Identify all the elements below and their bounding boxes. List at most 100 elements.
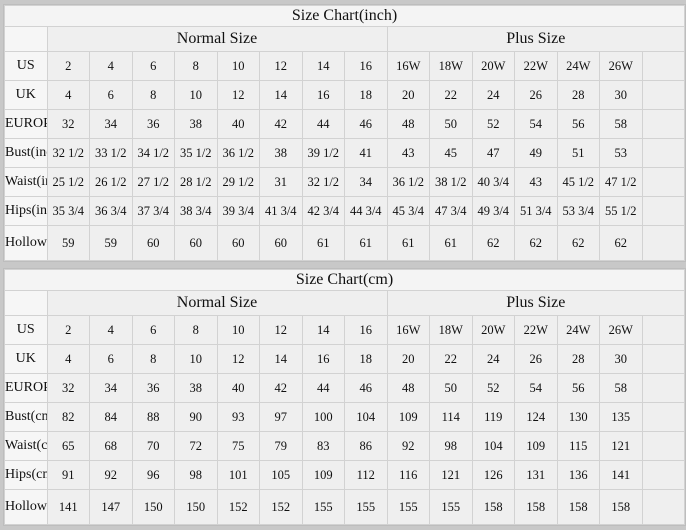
plus-size-cell: 30 — [599, 344, 643, 374]
plus-size-header: Plus Size — [386, 26, 685, 52]
plus-size-cell: 130 — [556, 402, 600, 432]
plus-size-cell: 115 — [556, 431, 600, 461]
plus-size-cell: 26 — [514, 344, 558, 374]
normal-size-header: Normal Size — [46, 26, 388, 52]
normal-size-cell: 68 — [89, 431, 133, 461]
empty-cell — [641, 460, 685, 490]
plus-size-cell: 52 — [471, 109, 515, 139]
normal-size-cell: 14 — [301, 315, 345, 345]
normal-size-cell: 40 — [216, 109, 260, 139]
table-row: Hips(cm)91929698101105109112116121126131… — [4, 460, 685, 490]
normal-size-cell: 40 — [216, 373, 260, 403]
plus-size-cell: 119 — [471, 402, 515, 432]
table-row: Bust(inch)32 1/233 1/234 1/235 1/236 1/2… — [4, 138, 685, 168]
normal-size-cell: 150 — [131, 489, 175, 525]
row-label: Hips(inch) — [4, 196, 48, 226]
plus-size-cell: 22 — [429, 80, 473, 110]
normal-size-cell: 12 — [259, 315, 303, 345]
plus-size-cell: 158 — [556, 489, 600, 525]
plus-size-cell: 47 — [471, 138, 515, 168]
row-label: EUROPE — [4, 373, 48, 403]
normal-size-cell: 59 — [89, 225, 133, 261]
normal-size-cell: 14 — [259, 80, 303, 110]
plus-size-cell: 158 — [599, 489, 643, 525]
empty-cell — [641, 80, 685, 110]
normal-size-cell: 96 — [131, 460, 175, 490]
row-label: UK — [4, 344, 48, 374]
normal-size-cell: 8 — [174, 51, 218, 81]
plus-size-cell: 62 — [556, 225, 600, 261]
plus-size-cell: 158 — [514, 489, 558, 525]
plus-size-cell: 62 — [471, 225, 515, 261]
plus-size-cell: 51 3/4 — [514, 196, 558, 226]
plus-size-cell: 24 — [471, 344, 515, 374]
normal-size-cell: 44 — [301, 373, 345, 403]
plus-size-cell: 126 — [471, 460, 515, 490]
row-label: Bust(cm) — [4, 402, 48, 432]
normal-size-cell: 150 — [174, 489, 218, 525]
empty-cell — [641, 344, 685, 374]
plus-size-cell: 18W — [429, 51, 473, 81]
plus-size-cell: 135 — [599, 402, 643, 432]
plus-size-cell: 28 — [556, 344, 600, 374]
normal-size-cell: 60 — [216, 225, 260, 261]
normal-size-cell: 141 — [46, 489, 90, 525]
plus-size-cell: 56 — [556, 373, 600, 403]
normal-size-cell: 6 — [131, 51, 175, 81]
normal-size-cell: 12 — [259, 51, 303, 81]
normal-size-cell: 38 — [174, 373, 218, 403]
table-row: US 2 4 6 8 10 12 14 16 16W 18W 20W 22W 24W 26W — [4, 51, 685, 81]
normal-size-cell: 86 — [344, 431, 388, 461]
plus-size-cell: 121 — [429, 460, 473, 490]
row-label: Hips(cm) — [4, 460, 48, 490]
row-label: Hollow to Floor(cm) — [4, 489, 48, 525]
plus-size-cell: 54 — [514, 109, 558, 139]
row-label: US — [4, 51, 48, 81]
plus-size-cell: 98 — [429, 431, 473, 461]
row-label: Waist(inch) — [4, 167, 48, 197]
normal-size-cell: 18 — [344, 344, 388, 374]
plus-size-cell: 20W — [471, 315, 515, 345]
plus-size-cell: 20 — [386, 344, 430, 374]
plus-size-cell: 36 1/2 — [386, 167, 430, 197]
normal-size-cell: 4 — [89, 315, 133, 345]
plus-size-cell: 24W — [556, 315, 600, 345]
plus-size-cell: 47 1/2 — [599, 167, 643, 197]
plus-size-cell: 26W — [599, 51, 643, 81]
plus-size-cell: 48 — [386, 373, 430, 403]
normal-size-cell: 41 3/4 — [259, 196, 303, 226]
normal-size-cell: 33 1/2 — [89, 138, 133, 168]
normal-size-cell: 16 — [344, 51, 388, 81]
normal-size-cell: 46 — [344, 109, 388, 139]
table-row: Hollow to Floor(inch)5959606060606161616… — [4, 225, 685, 261]
normal-size-cell: 6 — [89, 344, 133, 374]
plus-size-cell: 58 — [599, 109, 643, 139]
plus-size-cell: 24W — [556, 51, 600, 81]
plus-size-header: Plus Size — [386, 290, 685, 316]
plus-size-cell: 49 3/4 — [471, 196, 515, 226]
plus-size-cell: 53 — [599, 138, 643, 168]
plus-size-cell: 62 — [514, 225, 558, 261]
plus-size-cell: 16W — [386, 315, 430, 345]
normal-size-cell: 41 — [344, 138, 388, 168]
normal-size-cell: 97 — [259, 402, 303, 432]
table-row: Waist(inch)25 1/226 1/227 1/228 1/229 1/… — [4, 167, 685, 197]
plus-size-cell: 22W — [514, 51, 558, 81]
plus-size-cell: 109 — [514, 431, 558, 461]
plus-size-cell: 61 — [386, 225, 430, 261]
normal-size-cell: 42 — [259, 109, 303, 139]
plus-size-cell: 38 1/2 — [429, 167, 473, 197]
chart-title: Size Chart(cm) — [4, 269, 685, 291]
normal-size-cell: 6 — [89, 80, 133, 110]
normal-size-cell: 84 — [89, 402, 133, 432]
normal-size-cell: 155 — [301, 489, 345, 525]
row-label: US — [4, 315, 48, 345]
normal-size-cell: 2 — [46, 315, 90, 345]
normal-size-cell: 109 — [301, 460, 345, 490]
normal-size-cell: 88 — [131, 402, 175, 432]
normal-size-cell: 18 — [344, 80, 388, 110]
empty-cell — [641, 167, 685, 197]
plus-size-cell: 49 — [514, 138, 558, 168]
normal-size-cell: 105 — [259, 460, 303, 490]
plus-size-cell: 45 1/2 — [556, 167, 600, 197]
